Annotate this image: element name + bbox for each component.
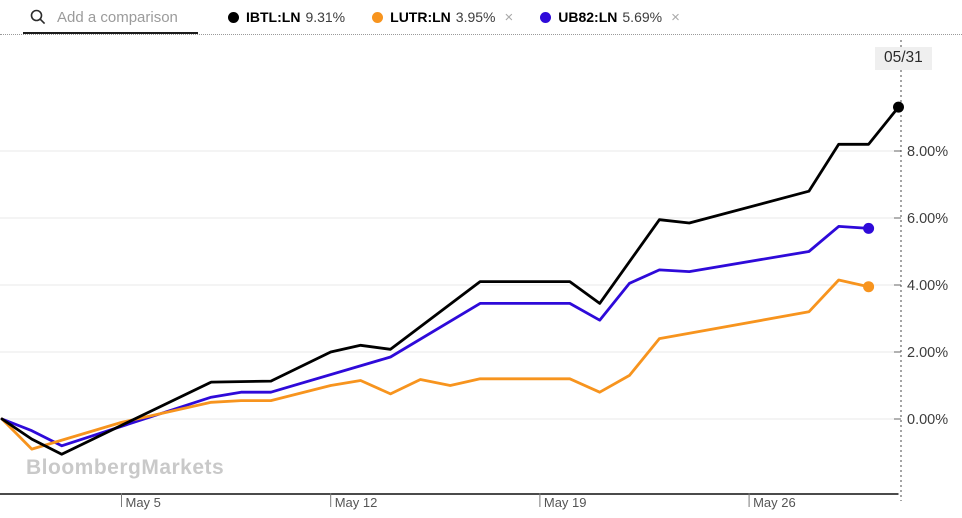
y-axis-label: 0.00% xyxy=(907,412,948,428)
legend-ticker: IBTL:LN xyxy=(246,9,301,25)
x-axis-label: May 12 xyxy=(335,495,378,510)
series-endpoint-ibtl xyxy=(893,101,904,113)
cursor-date-label: 05/31 xyxy=(875,47,932,70)
y-axis-label: 8.00% xyxy=(907,144,948,160)
legend-value: 9.31% xyxy=(305,9,346,25)
remove-comparison-icon[interactable]: × xyxy=(504,8,514,26)
legend-color-dot-icon xyxy=(540,11,552,23)
legend-ticker: UB82:LN xyxy=(558,9,618,25)
series-endpoint-lutr xyxy=(863,281,875,293)
legend-ticker: LUTR:LN xyxy=(390,9,451,25)
series-line-ibtl xyxy=(0,105,900,456)
comparison-search[interactable] xyxy=(0,7,196,27)
x-axis-label: May 26 xyxy=(753,495,796,510)
legend-value: 3.95% xyxy=(455,9,496,25)
plot-area[interactable] xyxy=(0,40,899,494)
series-line-ub82 xyxy=(0,224,870,448)
comparison-search-input[interactable] xyxy=(55,7,191,27)
legend-color-dot-icon xyxy=(228,11,239,23)
search-icon xyxy=(30,9,46,25)
y-axis-label: 2.00% xyxy=(907,345,948,361)
active-tab-underline xyxy=(23,32,198,34)
y-axis-label: 6.00% xyxy=(907,211,948,227)
bloomberg-watermark: BloombergMarkets xyxy=(26,456,225,479)
y-axis-label: 4.00% xyxy=(907,278,948,294)
legend-color-dot-icon xyxy=(372,11,384,23)
legend-value: 5.69% xyxy=(622,9,663,25)
chart-header: IBTL:LN 9.31% LUTR:LN 3.95% × UB82:LN 5.… xyxy=(0,0,962,35)
legend-item-lutr[interactable]: LUTR:LN 3.95% × xyxy=(372,9,513,26)
series-line-lutr xyxy=(0,278,870,451)
remove-comparison-icon[interactable]: × xyxy=(671,8,680,26)
legend-item-ibtl[interactable]: IBTL:LN 9.31% xyxy=(228,9,345,25)
x-axis-label: May 5 xyxy=(126,495,161,510)
legend-item-ub82[interactable]: UB82:LN 5.69% × xyxy=(540,9,680,26)
x-axis-label: May 19 xyxy=(544,495,587,510)
chart-legend: IBTL:LN 9.31% LUTR:LN 3.95% × UB82:LN 5.… xyxy=(228,9,680,26)
series-endpoint-ub82 xyxy=(863,222,875,234)
